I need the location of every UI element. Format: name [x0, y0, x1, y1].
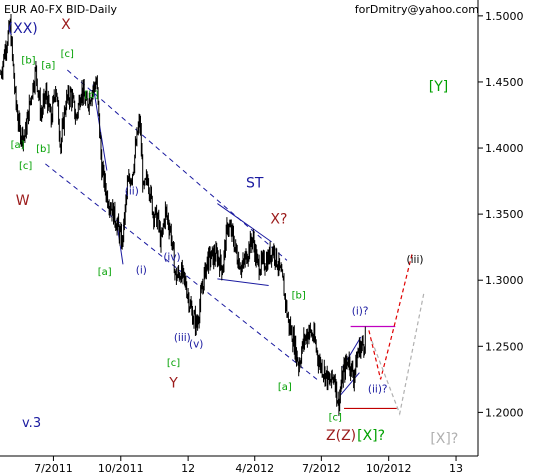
wave-label: [c] — [167, 358, 180, 369]
wave-label: X — [61, 17, 71, 33]
wave-label: [c] — [329, 412, 342, 423]
wave-label: (i)? — [352, 306, 369, 318]
y-tick-label: 1.3500 — [485, 208, 524, 221]
channel-upper-line — [67, 69, 288, 261]
y-tick-label: 1.4500 — [485, 76, 524, 89]
st-lower-line — [217, 278, 269, 286]
y-tick-label: 1.2000 — [485, 406, 524, 419]
x-tick-label: 7/2012 — [302, 462, 341, 475]
wave-label: [X]? — [357, 428, 385, 444]
forecast-paths — [368, 253, 425, 416]
wave-label: [Y] — [429, 79, 448, 95]
st-upper-line — [217, 203, 272, 243]
wave-label: X? — [270, 211, 287, 227]
wave-label: (i) — [136, 265, 147, 277]
wave-label: [b] — [21, 55, 35, 66]
wave-label: [b] — [292, 291, 306, 302]
horizontal-levels — [344, 325, 397, 410]
wave-label: Y — [168, 375, 178, 391]
wave-label: [c] — [61, 49, 74, 60]
plot-frame — [0, 0, 479, 457]
y-tick-label: 1.4000 — [485, 142, 524, 155]
x-tick-label: 10/2011 — [98, 462, 144, 475]
forecast-red-path — [368, 253, 413, 380]
y-tick-label: 1.3000 — [485, 274, 524, 287]
wave-label: (ii) — [125, 185, 139, 197]
wave-label: [X]? — [430, 431, 458, 447]
y-tick-label: 1.2500 — [485, 340, 524, 353]
email-label: forDmitry@yahoo.com — [355, 3, 479, 16]
wedge-lower-line — [340, 372, 360, 396]
wave-label: [a] — [11, 140, 25, 151]
x-tick-label: 12 — [181, 462, 195, 475]
price-series — [0, 14, 366, 416]
wave-annotations: (XX) X [b] [a] [c] [b] [a] [b] [c] W [Y] (ii) ST X? [a… — [8, 17, 459, 447]
wave-label: [a] — [98, 267, 112, 278]
chart-title: EUR A0-FX BID-Daily — [4, 3, 118, 16]
price-bars — [0, 14, 366, 416]
version-label: v.3 — [22, 416, 41, 431]
x-tick-label: 10/2012 — [366, 462, 412, 475]
wave-label: (iii) — [174, 332, 191, 344]
wave-label: [a] — [41, 61, 55, 72]
x-tick-label: 4/2012 — [235, 462, 274, 475]
wave-label: [b] — [36, 144, 50, 155]
wave-label: [a] — [278, 382, 292, 393]
wave-label: (XX) — [8, 21, 38, 37]
wave-label: Z(Z) — [326, 428, 356, 444]
wave-label: (iv) — [163, 251, 180, 263]
wave-label: [b] — [84, 90, 98, 101]
x-tick-label: 13 — [449, 462, 463, 475]
wave-label: W — [16, 193, 30, 209]
wave-label: ST — [246, 176, 264, 192]
y-tick-label: 1.5000 — [485, 10, 524, 23]
wave-label: (v) — [189, 339, 203, 351]
forecast-gray-path — [371, 293, 425, 416]
wave-label: [c] — [19, 161, 32, 172]
x-tick-label: 7/2011 — [34, 462, 73, 475]
axes: 1.5000 1.4500 1.4000 1.3500 1.3000 1.2500 1.20… — [34, 10, 523, 475]
wave-label: (ii)? — [368, 384, 388, 396]
wave-label: (iii) — [407, 254, 424, 266]
